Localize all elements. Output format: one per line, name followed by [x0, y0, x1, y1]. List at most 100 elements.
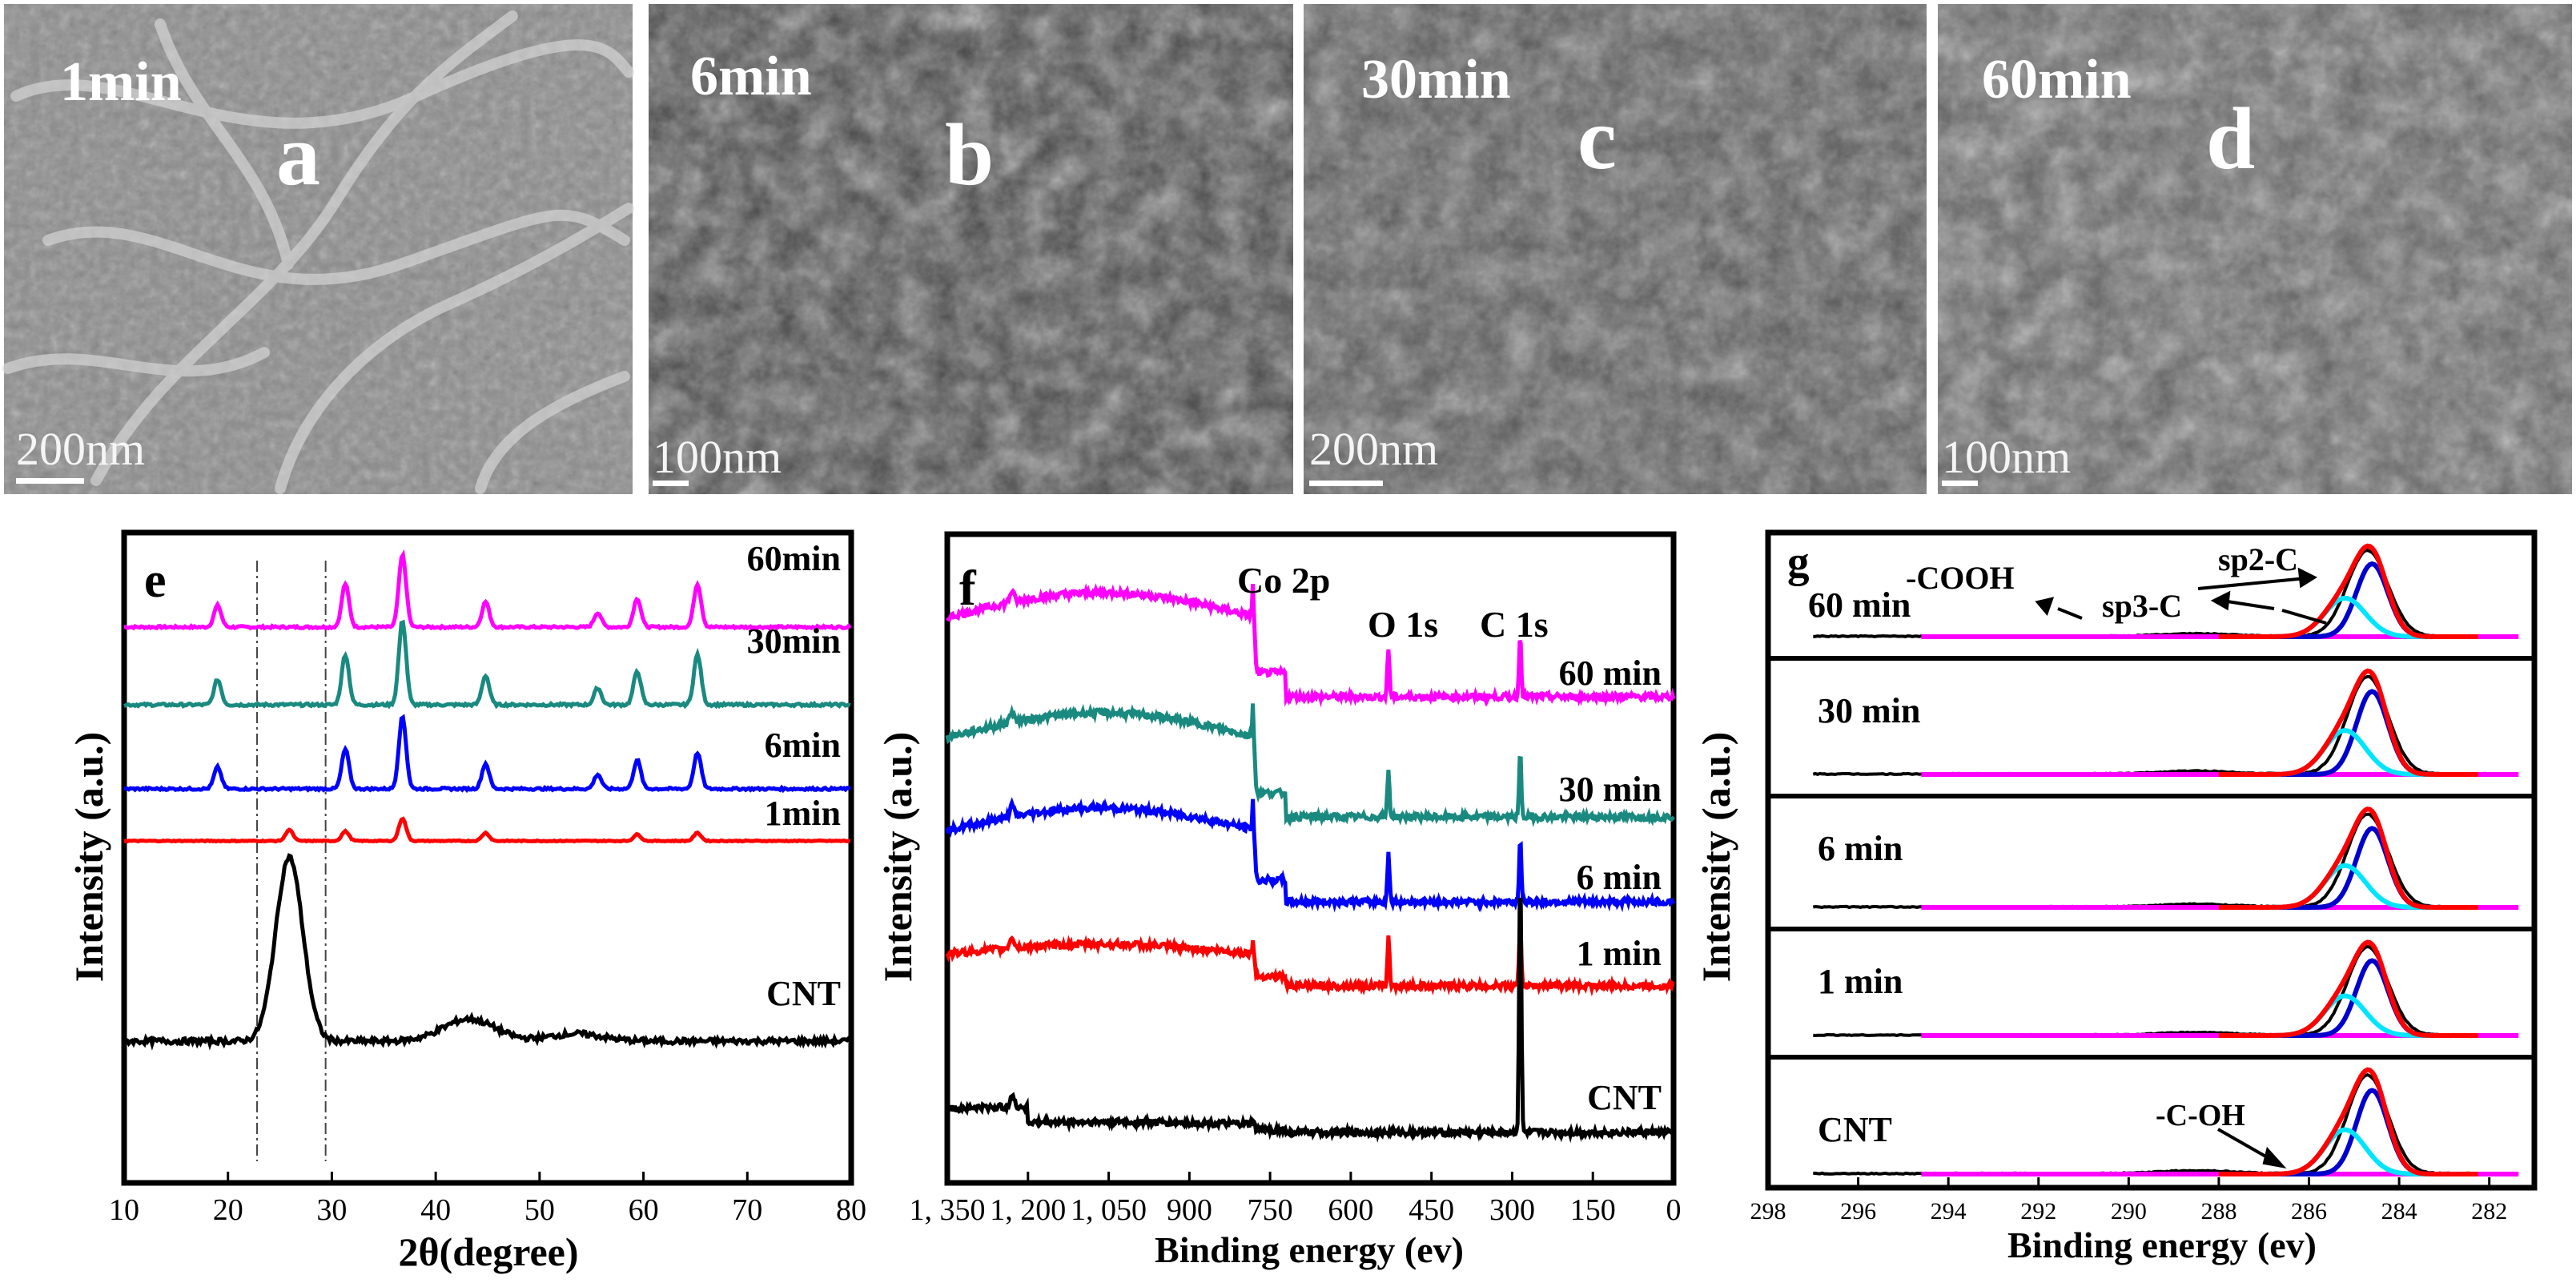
x-tick-label: 900	[1167, 1193, 1212, 1227]
series-label: CNT	[766, 974, 841, 1013]
scale-bar-b	[653, 481, 689, 486]
x-tick-label: 286	[2291, 1198, 2327, 1225]
sem-time-a: 1min	[60, 51, 182, 113]
x-tick-label: 1, 350	[910, 1193, 986, 1227]
envelope-fit	[2218, 543, 2478, 639]
x-tick-label: 750	[1248, 1193, 1293, 1227]
scale-bar-d	[1942, 481, 1978, 486]
annotation-sp2: sp2-C	[2218, 541, 2298, 577]
scale-bar-c	[1309, 481, 1383, 486]
envelope-fit	[2218, 1067, 2478, 1176]
chart-f: 60 min 30 min 6 min 1 min CNT 1, 350 1, 200 1,…	[875, 531, 1682, 1270]
sem-time-d: 60min	[1982, 49, 2132, 111]
sem-panel-b: 6min b 100nm	[649, 4, 1293, 494]
x-tick-label: 80	[836, 1193, 866, 1227]
sem-scale-b: 100nm	[653, 431, 782, 483]
x-tick-label: 284	[2381, 1198, 2417, 1225]
y-axis-label-f: Intensity (a.u.)	[875, 732, 920, 983]
series-e: 60min 30min 6min 1min CNT	[123, 539, 852, 1051]
x-tick-label: 30	[316, 1193, 347, 1227]
series-line-1min	[123, 816, 850, 844]
sem-panel-a: 1min a 200nm	[2, 4, 634, 494]
subplot-label: 60 min	[1808, 585, 1911, 625]
series-label: 1 min	[1577, 934, 1662, 973]
panel-letter-e: e	[144, 553, 167, 608]
series-line-60min	[123, 549, 852, 631]
scale-bar-a	[16, 478, 84, 484]
subplot-label: 30 min	[1818, 691, 1920, 730]
envelope-fit	[2218, 806, 2478, 910]
sem-time-b: 6min	[690, 46, 812, 107]
sem-time-c: 30min	[1361, 49, 1511, 111]
chart-e: 60min 30min 6min 1min CNT 10 20 30 40 50 60 70 80 e…	[66, 529, 866, 1274]
sem-letter-b: b	[945, 106, 994, 203]
series-line-1 min	[945, 927, 1675, 997]
x-tick-label: 282	[2471, 1198, 2507, 1225]
x-tick-label: 20	[213, 1193, 243, 1227]
x-tick-label: 294	[1931, 1198, 1967, 1225]
plot-frame-f	[944, 531, 1677, 1186]
sem-scale-d: 100nm	[1942, 431, 2071, 483]
reference-lines-e	[256, 561, 327, 1161]
annotation-arrows-g	[2035, 567, 2327, 1169]
series-label: 60 min	[1559, 654, 1662, 693]
x-tick-label: 296	[1840, 1198, 1876, 1225]
x-tick-label: 288	[2200, 1198, 2236, 1225]
series-label: 6min	[765, 726, 841, 765]
series-line-30min	[123, 619, 851, 710]
subplot-label: 6 min	[1818, 829, 1903, 868]
series-label: 6 min	[1577, 858, 1662, 897]
x-ticks-f: 1, 350 1, 200 1, 050 900 750 600 450 300 150 0	[910, 1172, 1682, 1227]
sem-panel-c: 30min c 200nm	[1304, 4, 1927, 494]
series-label: CNT	[1587, 1078, 1662, 1117]
x-axis-label-g: Binding energy (ev)	[2007, 1225, 2317, 1265]
annotation-c1s: C 1s	[1480, 604, 1549, 645]
annotation-co2p: Co 2p	[1237, 560, 1330, 601]
series-line-6 min	[945, 797, 1676, 913]
envelope-fit	[2218, 668, 2478, 777]
subplot-label: CNT	[1818, 1110, 1892, 1149]
x-tick-label: 50	[524, 1193, 555, 1227]
series-line-CNT	[123, 853, 852, 1051]
x-tick-label: 292	[2020, 1198, 2056, 1225]
x-tick-label: 70	[732, 1193, 762, 1227]
x-tick-label: 1, 050	[1071, 1193, 1147, 1227]
x-tick-label: 300	[1489, 1193, 1535, 1227]
subplots-g: 60 min 30 min 6 min 1 min CNT	[1768, 543, 2534, 1176]
x-axis-label-e: 2θ(degree)	[398, 1229, 578, 1274]
series-label: 60min	[747, 539, 841, 578]
x-tick-label: 150	[1570, 1193, 1616, 1227]
x-tick-label: 40	[420, 1193, 451, 1227]
plot-frame-g	[1765, 529, 2538, 1191]
sem-scale-c: 200nm	[1309, 423, 1438, 475]
y-axis-label-g: Intensity (a.u.)	[1694, 732, 1738, 983]
series-line-30 min	[945, 703, 1675, 827]
series-label: 30min	[747, 621, 841, 661]
panel-letter-g: g	[1787, 537, 1810, 586]
sem-letter-c: c	[1577, 90, 1617, 187]
x-ticks-e: 10 20 30 40 50 60 70 80	[109, 1172, 866, 1227]
x-tick-label: 600	[1328, 1193, 1373, 1227]
series-line-CNT	[946, 897, 1676, 1144]
series-line-6min	[123, 714, 852, 794]
sem-scale-a: 200nm	[16, 423, 145, 475]
x-tick-label: 298	[1750, 1198, 1786, 1225]
x-tick-label: 1, 200	[990, 1193, 1066, 1227]
series-label: 30 min	[1559, 770, 1662, 809]
x-ticks-g: 298 296 294 292 290 288 286 284 282	[1750, 1177, 2507, 1225]
x-tick-label: 0	[1666, 1193, 1682, 1227]
series-f: 60 min 30 min 6 min 1 min CNT	[945, 583, 1676, 1144]
subplot-label: 1 min	[1818, 962, 1903, 1001]
annotation-sp3: sp3-C	[2102, 588, 2182, 624]
x-tick-label: 450	[1409, 1193, 1454, 1227]
x-tick-label: 60	[629, 1193, 659, 1227]
series-label: 1min	[765, 794, 841, 833]
annotation-coh: -C-OH	[2156, 1099, 2245, 1132]
series-line-60 min	[946, 583, 1676, 708]
sem-letter-a: a	[276, 106, 320, 203]
annotation-o1s: O 1s	[1368, 604, 1438, 645]
x-tick-label: 10	[109, 1193, 139, 1227]
sem-letter-d: d	[2206, 90, 2255, 187]
